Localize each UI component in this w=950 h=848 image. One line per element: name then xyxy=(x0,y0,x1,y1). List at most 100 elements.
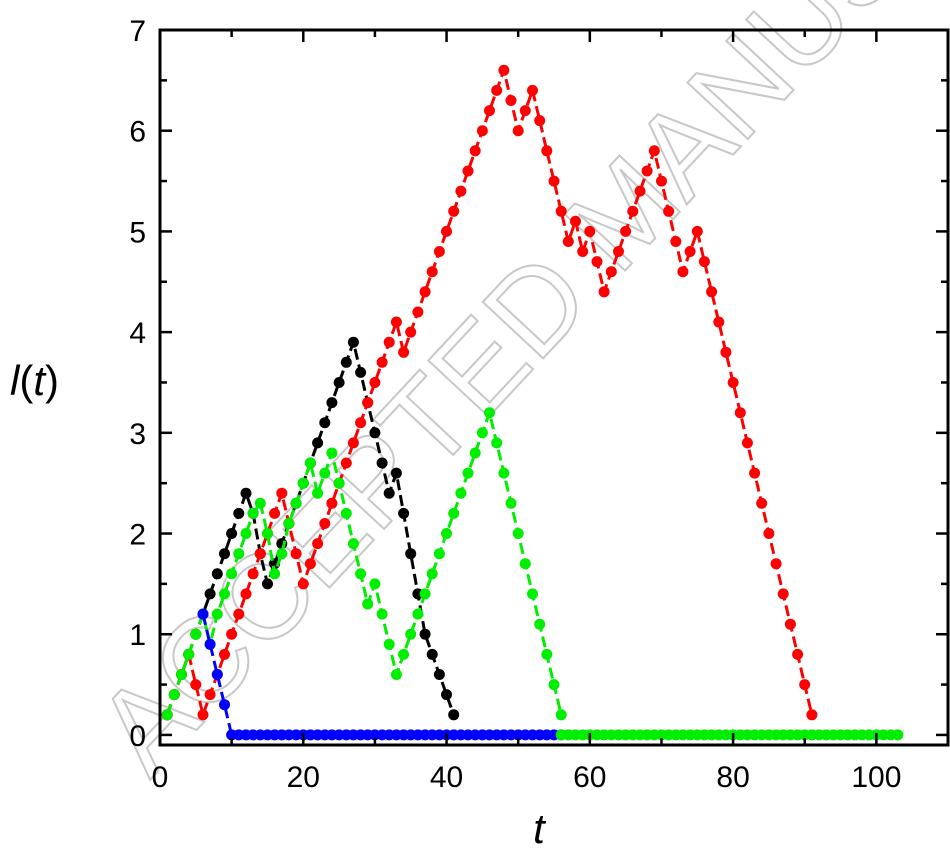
series-1-point xyxy=(240,588,252,600)
y-tick-label: 1 xyxy=(129,619,146,652)
x-axis-label: t xyxy=(533,805,547,848)
series-1-point xyxy=(376,356,388,368)
series-1-point xyxy=(555,205,567,217)
series-2-point xyxy=(362,598,374,610)
series-0-point xyxy=(333,377,345,388)
series-1-point xyxy=(204,689,216,701)
series-3-point xyxy=(211,669,223,680)
x-tick-label: 60 xyxy=(573,761,606,794)
series-1-point xyxy=(534,115,546,127)
series-2-point xyxy=(398,648,410,660)
series-0-point xyxy=(219,548,230,560)
series-2-point xyxy=(326,447,338,459)
series-2-point xyxy=(534,618,546,630)
series-2-point xyxy=(476,427,488,439)
plot-frame xyxy=(158,28,950,747)
series-0-point xyxy=(405,548,417,560)
x-tick-label: 80 xyxy=(716,761,749,794)
series-1-point xyxy=(763,528,775,539)
watermark: ACCEPTED MANUSCRIPT xyxy=(71,0,950,798)
series-1-point xyxy=(806,709,818,721)
series-2-point xyxy=(376,608,388,620)
series-1-point xyxy=(519,105,531,117)
series-1-point xyxy=(634,185,646,197)
series-1-point xyxy=(355,417,367,429)
series-0-point xyxy=(441,689,452,701)
series-0-point xyxy=(211,568,223,580)
series-1-point xyxy=(691,225,703,237)
y-tick-label: 4 xyxy=(129,317,146,350)
series-1-point xyxy=(641,165,653,177)
series-1-point xyxy=(720,346,732,358)
series-3-point xyxy=(219,699,230,711)
series-1-point xyxy=(405,326,417,338)
series-1-point xyxy=(770,558,782,570)
series-1-point xyxy=(297,578,309,590)
series-1-point xyxy=(749,467,761,479)
series-1-point xyxy=(290,548,302,560)
series-1-point xyxy=(398,346,410,358)
y-axis-label: l(t) xyxy=(10,357,59,404)
series-1-point xyxy=(254,548,266,560)
y-tick-label: 6 xyxy=(129,116,146,149)
plot-area xyxy=(161,64,904,741)
series-1-point xyxy=(390,316,402,328)
y-axis-label-paren-close: ) xyxy=(45,357,59,404)
series-1-point xyxy=(369,377,381,388)
series-1-point xyxy=(498,64,510,76)
series-0-point xyxy=(347,336,359,348)
series-0-point xyxy=(262,578,273,590)
series-2-point xyxy=(448,507,460,519)
series-1-point xyxy=(505,95,517,106)
series-0-point xyxy=(312,437,324,449)
series-0-point xyxy=(390,467,402,479)
series-0-point xyxy=(376,457,388,469)
series-1-point xyxy=(548,175,560,187)
series-1-point xyxy=(419,286,431,298)
series-2-point xyxy=(283,518,295,529)
y-tick-label: 5 xyxy=(129,216,146,249)
y-axis-label-arg: t xyxy=(33,357,47,404)
series-0-point xyxy=(240,487,252,499)
series-2-point xyxy=(254,497,266,509)
series-1-point xyxy=(627,205,639,217)
series-1-point xyxy=(792,648,804,660)
series-2-point xyxy=(262,528,273,539)
series-2-point xyxy=(219,588,230,600)
y-tick-label: 7 xyxy=(129,15,146,48)
series-1-point xyxy=(613,246,624,257)
series-1-point xyxy=(706,286,718,298)
series-2-point xyxy=(168,689,180,701)
series-2-point xyxy=(433,548,445,560)
series-1-point xyxy=(340,457,352,469)
series-2-point xyxy=(233,548,245,560)
series-1-point xyxy=(698,256,710,268)
y-tick-label: 0 xyxy=(129,720,146,753)
series-2-point xyxy=(190,628,202,640)
series-1-point xyxy=(347,437,359,449)
series-1-point xyxy=(734,407,746,419)
series-2-point xyxy=(512,528,524,539)
x-tick-label: 100 xyxy=(851,761,901,794)
series-0-point xyxy=(355,366,367,378)
series-1-point xyxy=(605,266,617,278)
series-2-point xyxy=(491,437,503,449)
series-2-point xyxy=(498,467,510,479)
series-0-point xyxy=(369,427,381,439)
series-2-point xyxy=(176,669,187,680)
series-1-point xyxy=(190,679,202,691)
series-1-point xyxy=(469,145,481,157)
series-1-point xyxy=(663,205,675,217)
series-0-point xyxy=(204,588,216,600)
y-tick-label: 3 xyxy=(129,418,146,451)
series-2-point xyxy=(412,608,424,620)
series-1-point xyxy=(562,236,574,247)
series-2-point xyxy=(211,608,223,620)
series-1-point xyxy=(577,246,589,257)
series-1-point xyxy=(527,84,538,96)
y-tick-label: 2 xyxy=(129,519,146,552)
series-1-point xyxy=(598,286,610,298)
series-1-point xyxy=(677,266,689,278)
x-tick-label: 0 xyxy=(152,761,169,794)
series-2-point xyxy=(340,507,352,519)
